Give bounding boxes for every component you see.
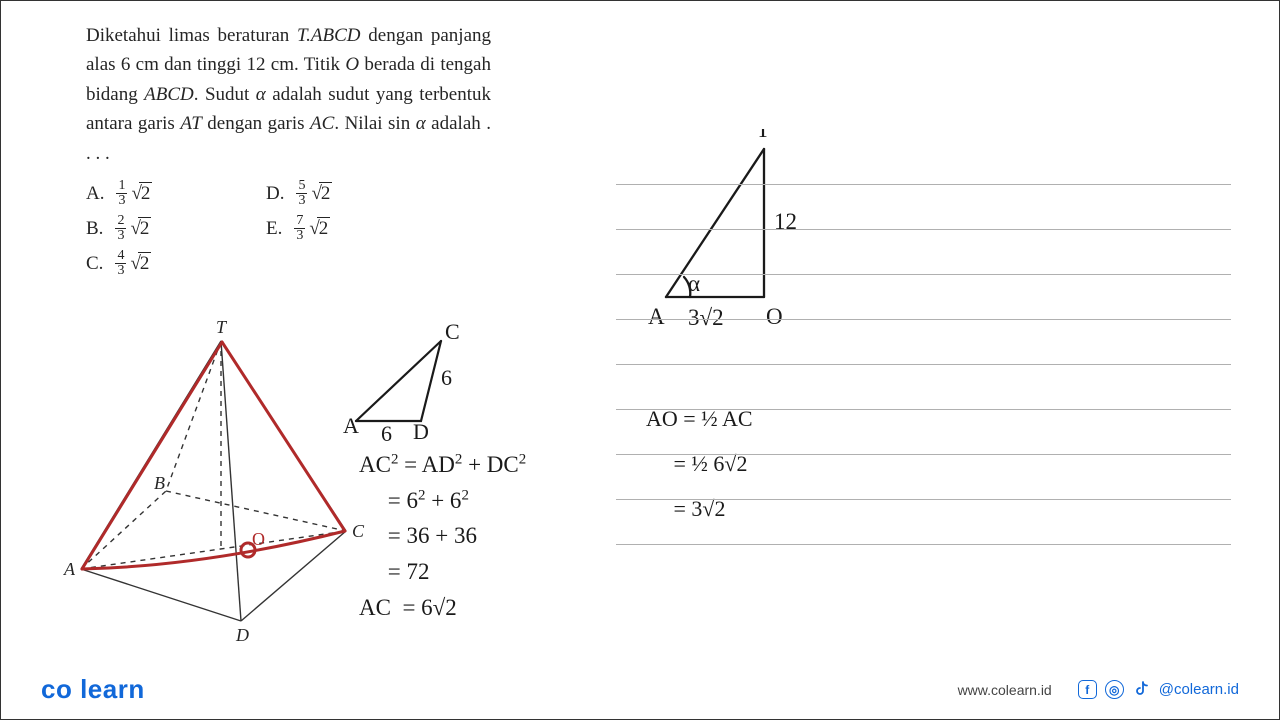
problem-body: Diketahui limas beraturan T.ABCD dengan …	[86, 25, 491, 164]
svg-text:A: A	[648, 304, 665, 329]
brand-url: www.colearn.id	[958, 682, 1052, 698]
choice-a: A. 132	[86, 179, 266, 208]
choice-c: C. 432	[86, 249, 266, 278]
equations-right: AO = ½ AC = ½ 6√2 = 3√2	[646, 396, 753, 531]
svg-text:D: D	[413, 419, 429, 441]
svg-text:C: C	[445, 321, 460, 344]
label-a: A	[63, 559, 76, 579]
svg-text:3√2: 3√2	[688, 305, 724, 330]
notepad-area: T A O α 12 3√2 AO = ½ AC = ½ 6√2 = 3√2	[616, 171, 1231, 571]
tiktok-icon	[1132, 680, 1151, 699]
svg-text:12: 12	[774, 209, 797, 234]
footer-bar: co learn www.colearn.id f ◎ @colearn.id	[1, 674, 1279, 705]
choice-e: E. 732	[266, 214, 446, 243]
equations-left: AC2 = AD2 + DC2 = 62 + 62 = 36 + 36 = 72…	[359, 447, 619, 625]
facebook-icon: f	[1078, 680, 1097, 699]
instagram-icon: ◎	[1105, 680, 1124, 699]
label-d: D	[235, 625, 249, 645]
answer-choices: A. 132 D. 532 B. 232 E. 732 C. 432	[86, 179, 446, 284]
svg-text:A: A	[343, 413, 359, 438]
social-handle: @colearn.id	[1159, 681, 1239, 698]
social-block: www.colearn.id f ◎ @colearn.id	[958, 680, 1239, 699]
svg-text:T: T	[756, 129, 770, 142]
pyramid-diagram: T A B C D O	[56, 311, 376, 666]
label-o: O	[252, 529, 265, 549]
label-t: T	[216, 317, 228, 337]
brand-logo: co learn	[41, 674, 145, 705]
problem-text: Diketahui limas beraturan T.ABCD dengan …	[86, 21, 491, 168]
svg-text:6: 6	[381, 421, 392, 441]
hand-tri-adc: A D C 6 6	[341, 321, 481, 441]
choice-b: B. 232	[86, 214, 266, 243]
svg-text:O: O	[766, 304, 783, 329]
choice-d: D. 532	[266, 179, 446, 208]
svg-text:6: 6	[441, 365, 452, 390]
label-b: B	[154, 473, 165, 493]
hand-tri-tao: T A O α 12 3√2	[636, 129, 836, 369]
